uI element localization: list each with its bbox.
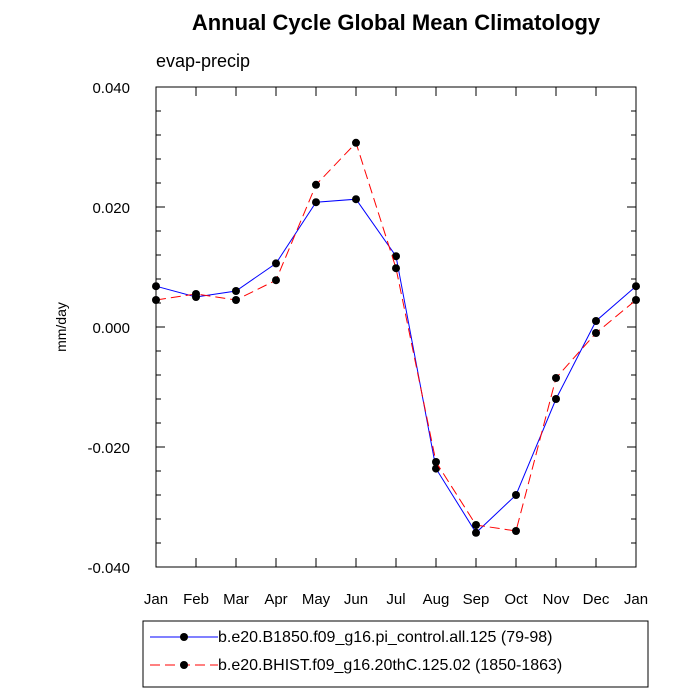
legend-box [142, 620, 649, 688]
y-tick-label: -0.020 [87, 440, 130, 457]
x-tick-label: Jan [624, 591, 648, 608]
data-point [352, 138, 360, 147]
data-point [312, 198, 320, 207]
chart-title: Annual Cycle Global Mean Climatology [192, 10, 601, 35]
data-point [272, 259, 280, 268]
data-point [232, 287, 240, 295]
y-tick-label: -0.040 [87, 560, 130, 577]
data-point [152, 296, 160, 304]
legend: b.e20.B1850.f09_g16.pi_control.all.125 (… [142, 620, 649, 688]
series-layer [152, 138, 640, 537]
data-point [592, 317, 600, 325]
data-point [392, 264, 400, 273]
data-point [272, 276, 280, 285]
data-point [392, 252, 400, 261]
data-point [472, 521, 480, 529]
data-point [552, 395, 560, 403]
data-point [192, 290, 200, 298]
x-tick-label: Jun [344, 591, 368, 608]
data-point [432, 458, 440, 466]
data-point [152, 282, 160, 291]
x-tick-label: Oct [504, 591, 528, 608]
x-tick-label: Feb [183, 591, 209, 608]
y-tick-label: 0.000 [92, 320, 130, 337]
data-point [472, 528, 480, 537]
series-line [155, 198, 637, 534]
legend-swatch-marker [180, 661, 188, 669]
plot-frame [155, 86, 637, 568]
legend-item-1: b.e20.B1850.f09_g16.pi_control.all.125 (… [150, 629, 552, 646]
data-point [592, 329, 600, 337]
data-point [432, 464, 440, 473]
x-tick-label: Mar [223, 591, 249, 608]
chart-subtitle: evap-precip [156, 51, 250, 71]
axis-ticks: Jan Feb Mar Apr May Jun Jul Aug Sep Oct Nov Dec Jan-… [87, 80, 648, 608]
x-tick-label: Dec [583, 591, 610, 608]
x-tick-label: Jul [386, 591, 405, 608]
x-tick-label: Sep [463, 591, 490, 608]
x-tick-label: Jan [144, 591, 168, 608]
series-line [155, 141, 637, 532]
y-tick-label: 0.040 [92, 80, 130, 97]
data-point [552, 374, 560, 382]
x-tick-label: May [302, 591, 331, 608]
legend-label: b.e20.B1850.f09_g16.pi_control.all.125 (… [218, 629, 552, 646]
legend-item-2: b.e20.BHIST.f09_g16.20thC.125.02 (1850-1… [150, 657, 562, 674]
x-tick-label: Apr [264, 591, 287, 608]
y-axis-label: mm/day [53, 302, 69, 352]
data-point [352, 195, 360, 204]
data-point [312, 180, 320, 189]
x-tick-label: Nov [543, 591, 570, 608]
y-tick-label: 0.020 [92, 200, 130, 217]
data-point [232, 296, 240, 304]
series-2 [152, 138, 640, 535]
data-point [512, 491, 520, 499]
data-point [512, 527, 520, 535]
x-tick-label: Aug [423, 591, 450, 608]
data-point [632, 296, 640, 304]
legend-swatch-marker [180, 633, 188, 641]
data-point [632, 282, 640, 291]
series-1 [152, 195, 640, 537]
legend-label: b.e20.BHIST.f09_g16.20thC.125.02 (1850-1… [218, 657, 562, 674]
